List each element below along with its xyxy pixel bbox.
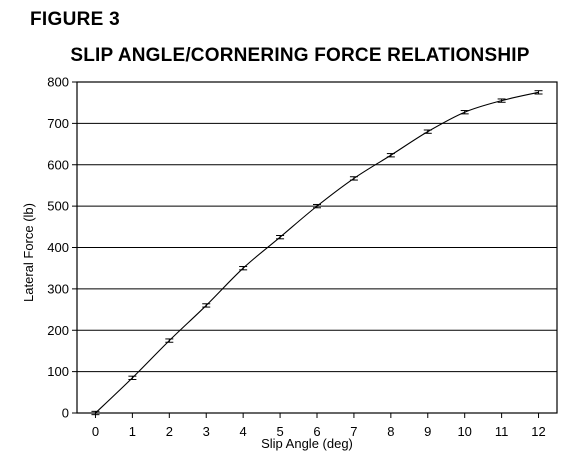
data-point	[534, 90, 543, 95]
x-tick-label: 2	[166, 424, 173, 439]
x-tick-label: 0	[92, 424, 99, 439]
y-tick-label: 0	[62, 406, 69, 421]
x-tick-label: 1	[129, 424, 136, 439]
x-tick-label: 6	[313, 424, 320, 439]
data-point	[460, 110, 469, 115]
x-tick-label: 8	[387, 424, 394, 439]
series-line	[95, 91, 539, 414]
x-tick-label: 12	[531, 424, 545, 439]
data-point	[423, 129, 432, 134]
x-tick-label: 10	[457, 424, 471, 439]
data-point	[276, 235, 285, 240]
data-point	[313, 203, 321, 209]
gridlines	[77, 122, 557, 373]
y-tick-label: 500	[47, 199, 69, 214]
x-tick-label: 11	[495, 424, 509, 439]
x-tick-label: 5	[276, 424, 283, 439]
x-axis-label: Slip Angle (deg)	[261, 436, 353, 451]
y-tick-label: 300	[47, 281, 69, 296]
data-point	[91, 410, 100, 416]
y-tick-label: 800	[47, 75, 69, 90]
x-axis-ticks: 0 1 2 3 4 5 6 7 8 9 10 11 12	[92, 413, 546, 439]
y-tick-label: 200	[47, 323, 69, 338]
y-tick-label: 600	[47, 157, 69, 172]
y-tick-label: 700	[47, 116, 69, 131]
data-point	[386, 153, 395, 158]
y-axis-ticks: 0 100 200 300 400 500 600 700 800	[47, 75, 77, 421]
data-point	[165, 338, 174, 343]
y-axis-label: Lateral Force (lb)	[21, 203, 36, 302]
data-points	[91, 90, 543, 416]
figure-label: FIGURE 3	[30, 9, 121, 30]
x-tick-label: 7	[350, 424, 357, 439]
x-tick-label: 9	[424, 424, 431, 439]
data-point	[128, 375, 137, 380]
y-tick-label: 100	[47, 364, 69, 379]
data-point	[202, 303, 211, 308]
y-tick-label: 400	[47, 240, 69, 255]
data-point	[349, 176, 358, 181]
chart-title: SLIP ANGLE/CORNERING FORCE RELATIONSHIP	[70, 45, 530, 66]
series-path	[95, 91, 539, 414]
data-point	[497, 98, 506, 103]
x-tick-label: 4	[240, 424, 247, 439]
x-tick-label: 3	[203, 424, 210, 439]
data-point	[239, 266, 248, 271]
